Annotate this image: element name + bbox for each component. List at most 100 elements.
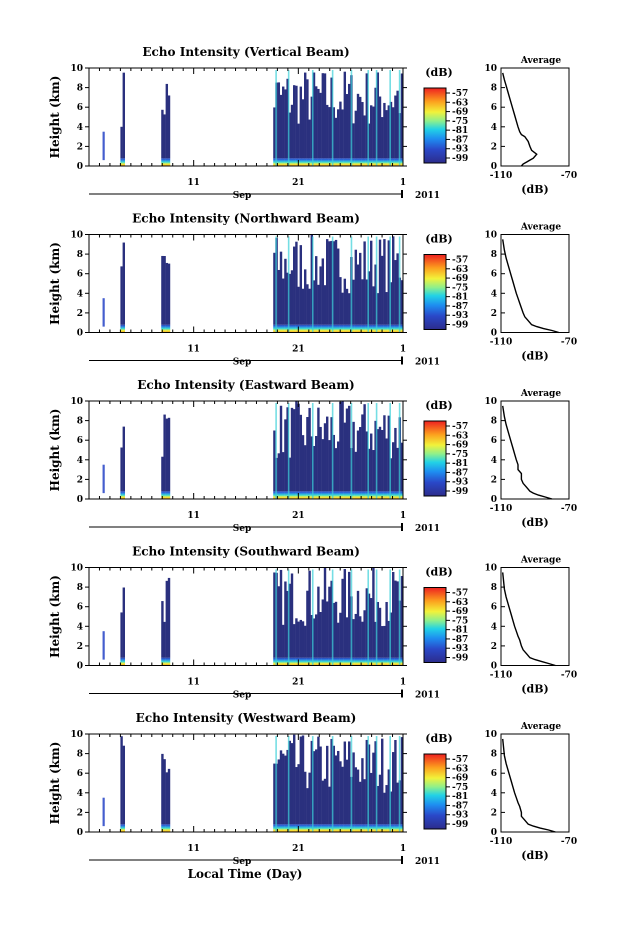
profile-y-tick-label: 2 xyxy=(491,808,497,818)
heatmap-cell xyxy=(365,824,369,832)
heatmap-cell xyxy=(400,824,404,832)
heatmap-cell xyxy=(359,491,362,499)
heatmap-cell xyxy=(337,441,340,492)
profile-line xyxy=(502,405,553,500)
heatmap-cell xyxy=(348,571,351,658)
heatmap-cell xyxy=(284,324,287,333)
heatmap-cell xyxy=(163,158,166,166)
heatmap-cell xyxy=(290,158,294,166)
colorbar-tick-label: -63 xyxy=(452,431,468,441)
heatmap-cell xyxy=(394,95,397,159)
heatmap-cell xyxy=(387,415,391,492)
colorbar-tick-label: -99 xyxy=(452,154,468,164)
heatmap-cell xyxy=(354,824,358,832)
heatmap-cell xyxy=(297,621,300,658)
heatmap-cell xyxy=(103,298,105,327)
heatmap-cell xyxy=(365,739,369,825)
heatmap-cell xyxy=(387,491,391,499)
heatmap-cell xyxy=(341,324,344,333)
heatmap-cell xyxy=(381,824,384,832)
heatmap-cell xyxy=(306,824,309,832)
heatmap-cell xyxy=(167,95,171,159)
heatmap-spike xyxy=(375,236,378,333)
heatmap-cell xyxy=(163,256,166,325)
heatmap-cell xyxy=(315,158,318,166)
y-tick-label: 10 xyxy=(70,231,83,241)
x-tick-label: 21 xyxy=(292,178,305,188)
heatmap-cell xyxy=(295,241,298,325)
heatmap-spike xyxy=(331,736,334,832)
heatmap-cell xyxy=(315,256,318,325)
heatmap-cell xyxy=(323,73,327,159)
heatmap-cell xyxy=(284,158,287,166)
heatmap-cell xyxy=(330,77,333,159)
profile-y-tick-label: 6 xyxy=(491,436,497,446)
heatmap-cell xyxy=(301,288,305,325)
profile-y-tick-label: 8 xyxy=(491,583,497,593)
heatmap-cell xyxy=(323,285,327,325)
heatmap-cell xyxy=(394,158,397,166)
heatmap-cell xyxy=(167,657,171,666)
heatmap-cell xyxy=(319,824,322,832)
heatmap-cell xyxy=(163,114,166,159)
heatmap-cell xyxy=(339,324,342,333)
heatmap-cell xyxy=(120,612,123,658)
heatmap-cell xyxy=(295,657,298,666)
heatmap-spike xyxy=(398,736,401,832)
heatmap-cell xyxy=(279,657,283,666)
y-tick-label: 0 xyxy=(77,495,83,505)
heatmap-cell xyxy=(317,586,320,658)
heatmap-cell xyxy=(400,158,404,166)
heatmap-cell xyxy=(354,767,358,825)
heatmap-cell xyxy=(337,657,340,666)
heatmap-cell xyxy=(394,260,397,325)
heatmap-cell xyxy=(299,491,303,499)
heatmap-cell xyxy=(339,101,342,159)
heatmap-cell xyxy=(299,158,303,166)
y-tick-label: 10 xyxy=(70,64,83,74)
heatmap-cell xyxy=(284,89,287,159)
heatmap-cell xyxy=(319,491,322,499)
heatmap-cell xyxy=(334,117,338,159)
heatmap-cell xyxy=(348,158,351,166)
heatmap-cell xyxy=(304,324,307,333)
heatmap-cell xyxy=(321,657,325,666)
profile-title: Average xyxy=(520,56,561,66)
heatmap-cell xyxy=(317,657,320,666)
heatmap-cell xyxy=(363,241,366,325)
heatmap-cell xyxy=(310,824,314,832)
profile-y-tick-label: 0 xyxy=(491,828,497,838)
profile-xlabel: (dB) xyxy=(521,849,548,862)
profile-y-tick-label: 6 xyxy=(491,603,497,613)
heatmap-cell xyxy=(315,86,318,159)
heatmap-cell xyxy=(290,104,294,159)
heatmap-cell xyxy=(299,824,303,832)
profile-y-tick-label: 2 xyxy=(491,309,497,319)
colorbar-tick-label: -81 xyxy=(452,626,468,636)
heatmap-cell xyxy=(273,491,276,499)
heatmap-cell xyxy=(290,824,294,832)
heatmap-cell xyxy=(279,158,283,166)
heatmap-cell xyxy=(363,491,366,499)
heatmap-cell xyxy=(374,87,377,159)
heatmap-spike xyxy=(398,569,401,666)
heatmap-cell xyxy=(400,491,404,499)
month-label: Sep xyxy=(233,691,252,701)
heatmap-cell xyxy=(277,586,281,658)
heatmap-cell xyxy=(299,619,303,658)
heatmap-cell xyxy=(378,657,382,666)
heatmap-spike xyxy=(389,70,391,166)
heatmap-cell xyxy=(308,288,311,325)
heatmap-cell xyxy=(279,405,283,492)
heatmap-cell xyxy=(361,621,364,658)
heatmap-cell xyxy=(372,450,375,492)
colorbar-tick-label: -87 xyxy=(452,468,468,478)
heatmap-cell xyxy=(273,158,276,166)
y-tick-label: 0 xyxy=(77,828,83,838)
y-tick-label: 2 xyxy=(77,642,83,652)
heatmap-spike xyxy=(275,403,277,499)
heatmap-cell xyxy=(372,567,375,658)
x-tick-label: 11 xyxy=(187,678,200,688)
profile-x-tick-label: -110 xyxy=(490,504,513,514)
x-tick-label: 1 xyxy=(400,511,406,521)
